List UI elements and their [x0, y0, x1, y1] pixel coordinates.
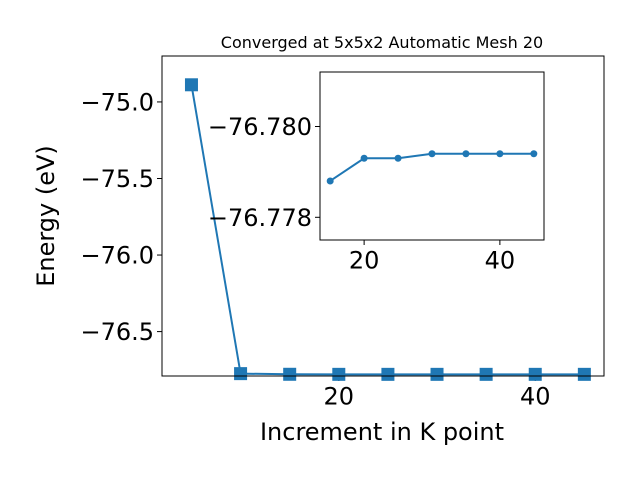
chart-title: Converged at 5x5x2 Automatic Mesh 20 [221, 33, 543, 52]
main-y-tick-label: −76.5 [80, 318, 154, 346]
main-data-point [234, 367, 248, 381]
main-y-tick-label: −75.0 [80, 89, 154, 117]
main-x-tick-label: 40 [520, 382, 551, 410]
main-data-point [528, 367, 542, 381]
inset-data-point [394, 154, 402, 162]
inset-data-point [360, 154, 368, 162]
main-y-tick-label: −76.0 [80, 242, 154, 270]
main-data-point [381, 367, 395, 381]
inset-data-point [496, 150, 504, 158]
inset-x-tick-label: 40 [485, 246, 516, 274]
inset-chart: 20 40 −76.780 −76.778 [208, 71, 545, 274]
main-chart: Converged at 5x5x2 Automatic Mesh 20 Inc… [32, 33, 605, 446]
x-axis-label: Increment in K point [260, 418, 504, 446]
main-data-point [577, 367, 591, 381]
main-y-tick-label: −75.5 [80, 165, 154, 193]
inset-data-point [530, 150, 538, 158]
main-data-point [479, 367, 493, 381]
main-data-point [332, 367, 346, 381]
main-data-point [184, 78, 198, 92]
main-data-point [283, 367, 297, 381]
inset-y-tick-label: −76.778 [208, 204, 312, 232]
inset-data-point [462, 150, 470, 158]
y-axis-label: Energy (eV) [32, 145, 60, 287]
main-data-point [430, 367, 444, 381]
main-x-tick-label: 20 [324, 382, 355, 410]
inset-data-point [326, 177, 334, 185]
main-plot-frame [161, 55, 605, 377]
inset-plot-frame [319, 71, 545, 241]
inset-data-point [428, 150, 436, 158]
inset-x-tick-label: 20 [349, 246, 380, 274]
inset-y-tick-label: −76.780 [208, 113, 312, 141]
